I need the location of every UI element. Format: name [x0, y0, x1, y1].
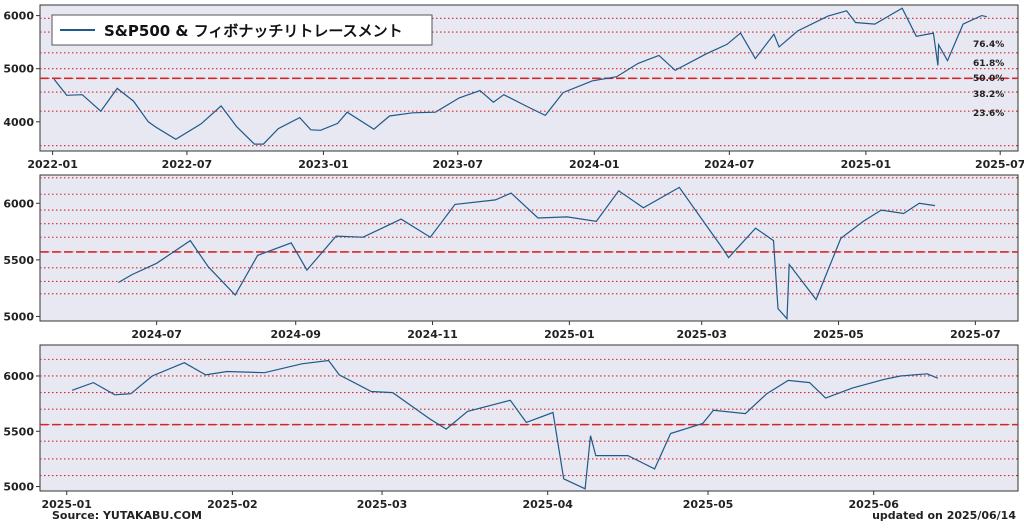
x-tick-label: 2024-07 [704, 158, 755, 171]
fib-lines-1 [40, 17, 1018, 147]
x-tick-label: 2025-01 [41, 498, 92, 511]
sp500-line-1 [53, 7, 987, 145]
x-tick-label: 2025-06 [848, 498, 899, 511]
x-ticks-1: 2022-01 2022-07 2023-01 2023-07 2024-01 2024-… [27, 151, 1024, 171]
y-tick-label: 6000 [3, 10, 34, 23]
y-tick-label: 5500 [3, 425, 34, 438]
legend-label: S&P500 & フィボナッチリトレースメント [104, 22, 403, 40]
chart-panel-2: 5000 5500 6000 2024-07 2024-09 2024-11 2025-0… [3, 174, 1019, 341]
y-tick-label: 6000 [3, 197, 34, 210]
fib-lines-3 [40, 358, 1018, 477]
fib-pct-label: 23.6% [973, 109, 1004, 119]
x-tick-label: 2023-01 [298, 158, 349, 171]
updated-date: updated on 2025/06/14 [872, 509, 1016, 522]
x-tick-label: 2025-07 [950, 328, 1001, 341]
legend: S&P500 & フィボナッチリトレースメント [51, 14, 433, 46]
x-tick-label: 2025-01 [841, 158, 892, 171]
x-ticks-2: 2024-07 2024-09 2024-11 2025-01 2025-03 2025-… [131, 321, 1001, 341]
x-tick-label: 2025-07 [975, 158, 1024, 171]
x-tick-label: 2024-11 [407, 328, 458, 341]
fib-pct-label: 61.8% [973, 59, 1004, 69]
x-tick-label: 2024-09 [270, 328, 321, 341]
fib-pct-label: 50.0% [973, 74, 1004, 84]
y-ticks-1: 4000 5000 6000 [3, 10, 40, 129]
x-tick-label: 2022-01 [27, 158, 78, 171]
legend-box [51, 14, 433, 46]
fib-pct-labels: 76.4% 61.8% 50.0% 38.2% 23.6% [973, 40, 1004, 119]
y-tick-label: 5000 [3, 63, 34, 76]
x-tick-label: 2025-01 [544, 328, 595, 341]
y-ticks-2: 5000 5500 6000 [3, 197, 40, 323]
y-ticks-3: 5000 5500 6000 [3, 370, 40, 494]
sp500-line-2 [118, 186, 936, 321]
y-tick-label: 4000 [3, 116, 34, 129]
plot-area-3 [39, 344, 1019, 492]
x-ticks-3: 2025-01 2025-02 2025-03 2025-04 2025-05 2025-… [41, 491, 899, 511]
x-tick-label: 2025-05 [683, 498, 734, 511]
y-tick-label: 5000 [3, 481, 34, 494]
x-tick-label: 2025-02 [207, 498, 258, 511]
sp500-line-3 [71, 359, 939, 490]
x-tick-label: 2024-01 [569, 158, 620, 171]
fib-pct-label: 38.2% [973, 90, 1004, 100]
source-note: Source: YUTAKABU.COM [52, 509, 202, 522]
plot-area-2 [39, 174, 1019, 322]
y-tick-label: 5000 [3, 310, 34, 323]
chart-panel-1: 4000 5000 6000 2022-01 2022-07 2023-01 2023-0… [3, 4, 1024, 171]
x-tick-label: 2023-07 [433, 158, 484, 171]
x-tick-label: 2025-05 [813, 328, 864, 341]
x-tick-label: 2025-04 [522, 498, 573, 511]
x-tick-label: 2022-07 [162, 158, 213, 171]
x-tick-label: 2025-03 [357, 498, 408, 511]
fib-pct-label: 76.4% [973, 40, 1004, 50]
y-tick-label: 5500 [3, 254, 34, 267]
y-tick-label: 6000 [3, 370, 34, 383]
x-tick-label: 2025-03 [676, 328, 727, 341]
x-tick-label: 2024-07 [131, 328, 182, 341]
